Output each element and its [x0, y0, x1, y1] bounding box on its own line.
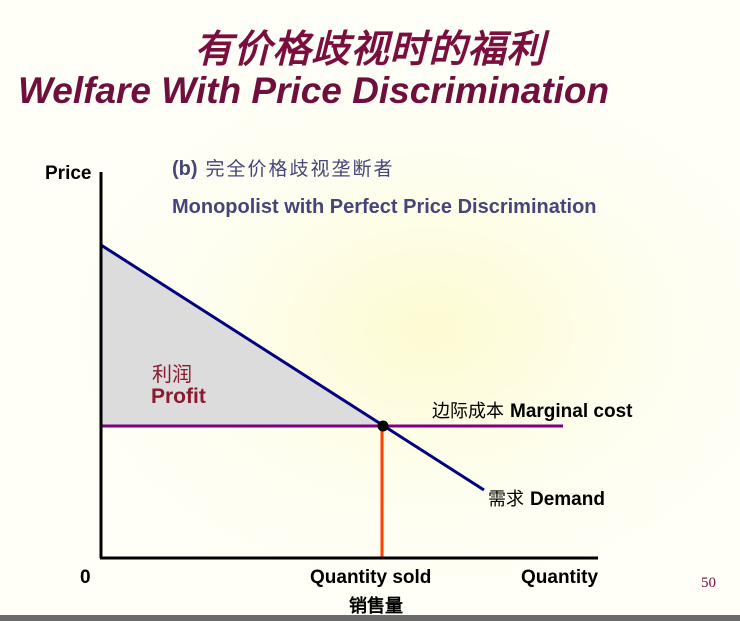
bottom-border: [0, 615, 740, 621]
origin-label: 0: [80, 567, 91, 588]
subtitle-chinese: (b) 完全价格歧视垄断者: [172, 154, 395, 181]
demand-label-chinese: 需求: [488, 489, 524, 510]
equilibrium-point: [377, 420, 389, 432]
subtitle-label: (b): [172, 158, 198, 180]
quantity-sold-label-chinese: 销售量: [349, 596, 403, 617]
marginal-cost-label-english: Marginal cost: [510, 401, 633, 422]
y-axis-label: Price: [45, 163, 92, 184]
page-number: 50: [701, 575, 716, 591]
quantity-sold-label: Quantity sold: [310, 567, 432, 588]
title-english: Welfare With Price Discrimination: [18, 70, 610, 111]
profit-label-english: Profit: [151, 385, 206, 408]
x-axis-label: Quantity: [521, 567, 599, 588]
demand-curve: [100, 243, 485, 492]
demand-label: 需求 Demand: [488, 485, 605, 511]
subtitle-chinese-text: 完全价格歧视垄断者: [205, 158, 395, 180]
title-chinese: 有价格歧视时的福利: [194, 27, 546, 71]
profit-label-chinese: 利润: [152, 362, 192, 386]
marginal-cost-label: 边际成本 Marginal cost: [432, 397, 632, 423]
demand-label-english: Demand: [530, 489, 605, 510]
marginal-cost-label-chinese: 边际成本: [432, 401, 504, 422]
subtitle-english: Monopolist with Perfect Price Discrimina…: [172, 196, 597, 218]
